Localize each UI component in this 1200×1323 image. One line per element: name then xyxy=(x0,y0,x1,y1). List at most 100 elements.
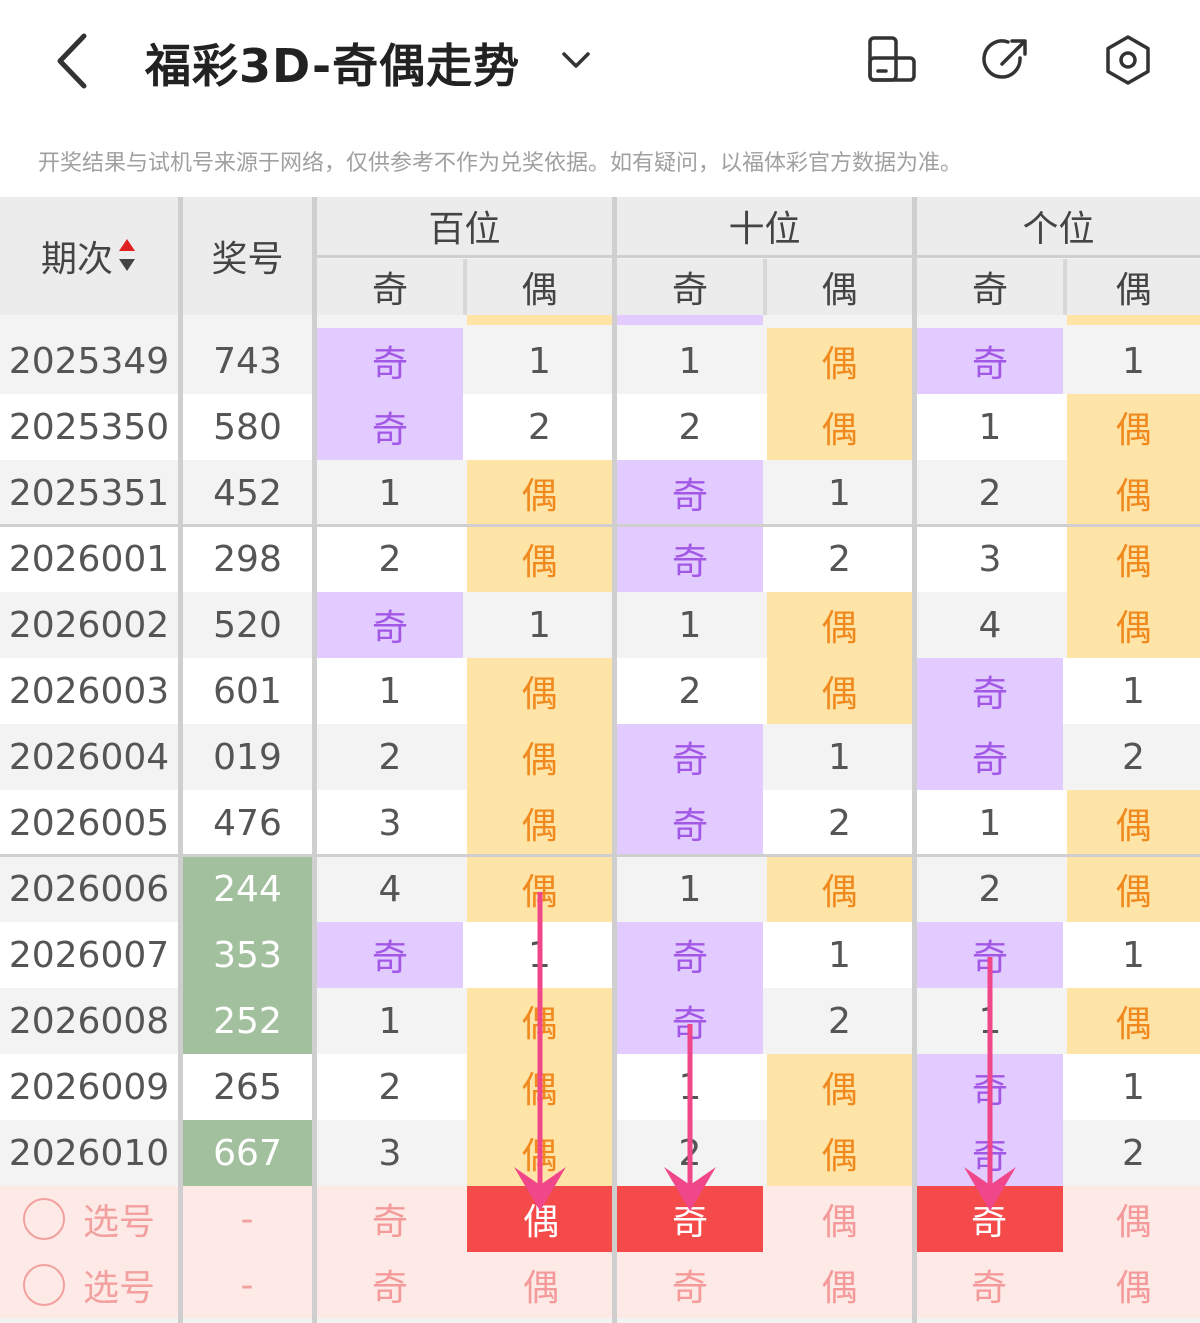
even-mark-cell: 偶 xyxy=(767,592,912,658)
pick-even-button[interactable]: 偶 xyxy=(467,1186,615,1252)
pick-row-number: - xyxy=(240,1198,254,1240)
even-mark-cell: 偶 xyxy=(1067,790,1200,856)
period-cell: 2026005 xyxy=(8,802,170,844)
radio-icon[interactable] xyxy=(22,1264,65,1306)
number-cell: 353 xyxy=(183,922,312,988)
period-cell: 2026007 xyxy=(8,934,170,976)
even-mark-cell: 偶 xyxy=(1067,526,1200,592)
trend-table: 期次 奖号 百位 十位 个位 奇 偶 奇 偶 奇 偶 2025349 743 奇 1 1… xyxy=(0,197,1200,1323)
even-mark-cell: 偶 xyxy=(767,394,912,460)
pick-even-button[interactable]: 偶 xyxy=(522,1268,559,1309)
odd-mark-cell: 奇 xyxy=(917,1120,1063,1186)
sort-icon[interactable] xyxy=(117,237,137,275)
miss-count-cell: 2 xyxy=(1122,736,1145,778)
period-cell: 2026009 xyxy=(8,1066,170,1108)
odd-mark-cell: 奇 xyxy=(917,922,1063,988)
column-divider xyxy=(178,197,183,1323)
pick-row-label: 选号 xyxy=(82,1202,155,1243)
pick-even-button[interactable]: 偶 xyxy=(821,1268,858,1309)
title-dropdown[interactable] xyxy=(556,40,596,80)
sub-column-divider xyxy=(1063,259,1067,315)
number-cell: 252 xyxy=(183,988,312,1054)
even-mark-cell: 偶 xyxy=(467,526,612,592)
miss-count-cell: 2 xyxy=(378,1066,402,1108)
number-cell: 580 xyxy=(213,406,282,448)
miss-count-cell: 1 xyxy=(978,406,1002,448)
period-cell: 2025349 xyxy=(8,340,170,382)
phone-rotate-icon xyxy=(868,36,916,82)
miss-count-cell: 1 xyxy=(1122,1066,1145,1108)
miss-count-cell: 3 xyxy=(978,538,1002,580)
disclaimer-text: 开奖结果与试机号来源于网络，仅供参考不作为兑奖依据。如有疑问，以福体彩官方数据为… xyxy=(38,151,963,176)
number-cell: 244 xyxy=(183,856,312,922)
sub-header-even: 偶 xyxy=(767,259,912,315)
period-cell: 2026010 xyxy=(8,1132,170,1174)
miss-count-cell: 1 xyxy=(1122,340,1145,382)
even-mark-cell: 偶 xyxy=(467,988,612,1054)
odd-mark-cell: 奇 xyxy=(617,988,763,1054)
period-cell: 2026001 xyxy=(8,538,170,580)
sub-column-divider xyxy=(763,259,767,315)
pick-row-number: - xyxy=(240,1264,254,1306)
pick-row-select-button[interactable]: 选号 xyxy=(0,1186,178,1252)
even-mark-cell: 偶 xyxy=(467,658,612,724)
pick-odd-button[interactable]: 奇 xyxy=(915,1186,1063,1252)
sub-header-odd: 奇 xyxy=(917,259,1063,315)
share-button[interactable] xyxy=(980,34,1032,86)
scrolled-row-sliver xyxy=(467,315,612,325)
miss-count-cell: 1 xyxy=(678,1066,702,1108)
miss-count-cell: 2 xyxy=(678,1132,702,1174)
miss-count-cell: 1 xyxy=(378,1000,402,1042)
pick-odd-button[interactable]: 奇 xyxy=(671,1268,708,1309)
group-header-hundreds: 百位 xyxy=(317,197,612,255)
column-divider xyxy=(912,197,917,1323)
number-header: 奖号 xyxy=(183,197,312,315)
odd-mark-cell: 奇 xyxy=(917,724,1063,790)
period-cell: 2026006 xyxy=(8,868,170,910)
pick-odd-button[interactable]: 奇 xyxy=(617,1186,763,1252)
number-cell: 265 xyxy=(213,1066,282,1108)
period-cell: 2025350 xyxy=(8,406,170,448)
even-mark-cell: 偶 xyxy=(467,460,612,526)
pick-even-button[interactable]: 偶 xyxy=(1115,1268,1152,1309)
odd-mark-cell: 奇 xyxy=(917,328,1063,394)
settings-button[interactable] xyxy=(1102,34,1154,86)
pick-odd-button[interactable]: 奇 xyxy=(970,1268,1007,1309)
number-cell: 476 xyxy=(213,802,282,844)
even-mark-cell: 偶 xyxy=(1067,856,1200,922)
page-title[interactable]: 福彩3D-奇偶走势 xyxy=(145,39,521,93)
scrolled-row-sliver xyxy=(617,315,763,325)
miss-count-cell: 2 xyxy=(978,868,1002,910)
pick-even-button[interactable]: 偶 xyxy=(1115,1202,1152,1243)
even-mark-cell: 偶 xyxy=(467,856,612,922)
miss-count-cell: 2 xyxy=(828,1000,851,1042)
miss-count-cell: 2 xyxy=(528,406,551,448)
period-cell: 2026008 xyxy=(8,1000,170,1042)
pick-odd-button[interactable]: 奇 xyxy=(371,1268,408,1309)
odd-mark-cell: 奇 xyxy=(617,922,763,988)
period-header[interactable]: 期次 xyxy=(0,197,178,315)
radio-icon[interactable] xyxy=(22,1198,65,1240)
period-cell: 2025351 xyxy=(8,472,170,514)
miss-count-cell: 2 xyxy=(378,736,402,778)
app-header: 福彩3D-奇偶走势 xyxy=(0,0,1200,125)
miss-count-cell: 2 xyxy=(1122,1132,1145,1174)
sub-column-divider xyxy=(463,259,467,315)
even-mark-cell: 偶 xyxy=(1067,460,1200,526)
miss-count-cell: 2 xyxy=(678,406,702,448)
rotate-screen-button[interactable] xyxy=(866,34,918,86)
sub-header-odd: 奇 xyxy=(617,259,763,315)
odd-mark-cell: 奇 xyxy=(917,1054,1063,1120)
miss-count-cell: 1 xyxy=(978,802,1002,844)
pick-even-button[interactable]: 偶 xyxy=(821,1202,858,1243)
back-button[interactable] xyxy=(48,30,98,92)
miss-count-cell: 2 xyxy=(828,538,851,580)
pick-odd-button[interactable]: 奇 xyxy=(371,1202,408,1243)
even-mark-cell: 偶 xyxy=(467,1054,612,1120)
row-group-divider xyxy=(0,854,1200,857)
odd-mark-cell: 奇 xyxy=(617,460,763,526)
odd-mark-cell: 奇 xyxy=(317,592,463,658)
pick-row-select-button[interactable]: 选号 xyxy=(0,1252,178,1318)
even-mark-cell: 偶 xyxy=(467,724,612,790)
even-mark-cell: 偶 xyxy=(767,328,912,394)
